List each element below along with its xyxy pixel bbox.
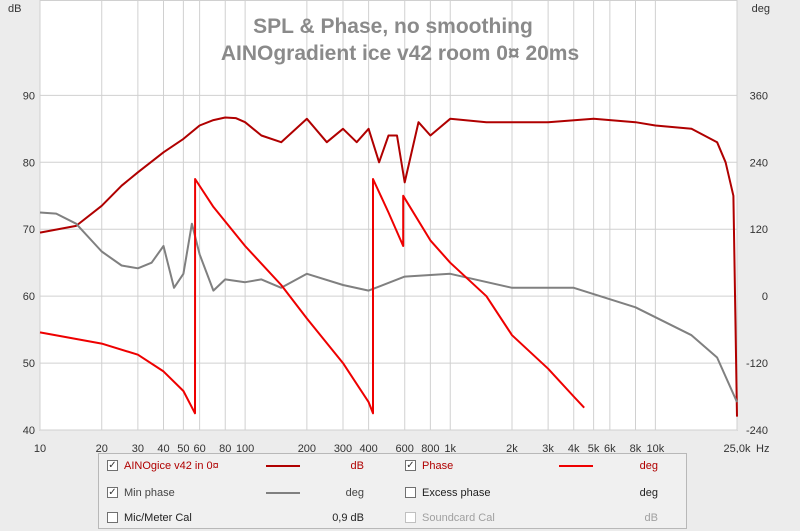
grid-lines bbox=[39, 0, 738, 431]
y2-tick-label: -120 bbox=[746, 358, 768, 370]
x-tick-label: 2k bbox=[506, 443, 518, 453]
x-tick-label: 4k bbox=[568, 443, 580, 453]
legend-item-mic-cal[interactable]: Mic/Meter Cal 0,9 dB bbox=[107, 509, 377, 527]
x-tick-label: 6k bbox=[604, 443, 616, 453]
min-phase-checkbox[interactable]: ✓ bbox=[107, 487, 118, 498]
x-tick-label: 20 bbox=[96, 443, 108, 453]
x-tick-label: 400 bbox=[359, 443, 377, 453]
x-tick-label: 100 bbox=[236, 443, 254, 453]
y2-tick-label: -240 bbox=[746, 425, 768, 437]
x-tick-label: 800 bbox=[421, 443, 439, 453]
x-tick-label: 300 bbox=[334, 443, 352, 453]
left-axis-unit: dB bbox=[8, 3, 21, 15]
right-axis-unit: deg bbox=[752, 3, 770, 15]
plot-area bbox=[39, 0, 738, 431]
mic-cal-checkbox[interactable] bbox=[107, 512, 118, 523]
x-tick-label: 600 bbox=[396, 443, 414, 453]
y2-tick-label: 240 bbox=[750, 157, 768, 169]
legend-item-soundcard-cal: Soundcard Cal dB bbox=[405, 509, 675, 527]
x-tick-label: 10k bbox=[646, 443, 664, 453]
legend-swatch-min-phase bbox=[266, 492, 300, 494]
y-tick-label: 70 bbox=[23, 224, 35, 236]
y2-tick-label: 120 bbox=[750, 224, 768, 236]
phase-checkbox[interactable]: ✓ bbox=[405, 460, 416, 471]
legend-swatch-spl bbox=[266, 465, 300, 467]
x-tick-label: 30 bbox=[132, 443, 144, 453]
x-tick-label: 200 bbox=[298, 443, 316, 453]
y2-tick-label: 360 bbox=[750, 90, 768, 102]
x-tick-label: 50 bbox=[177, 443, 189, 453]
legend-label-soundcard-cal: Soundcard Cal bbox=[422, 512, 495, 524]
x-tick-label: 10 bbox=[34, 443, 46, 453]
legend-unit-spl: dB bbox=[350, 460, 364, 472]
y-tick-label: 40 bbox=[23, 425, 35, 437]
legend-item-excess-phase[interactable]: Excess phase deg bbox=[405, 484, 675, 502]
series-line-ainogice-v42-in-0 bbox=[39, 116, 738, 417]
chart-subtitle: AINOgradient ice v42 room 0¤ 20ms bbox=[221, 42, 579, 65]
legend-unit-min-phase: deg bbox=[345, 487, 364, 499]
legend-label-min-phase: Min phase bbox=[124, 487, 175, 499]
legend-item-phase[interactable]: ✓ Phase deg bbox=[405, 457, 675, 475]
y-tick-label: 90 bbox=[23, 90, 35, 102]
spl-checkbox[interactable]: ✓ bbox=[107, 460, 118, 471]
x-tick-label: 8k bbox=[630, 443, 642, 453]
axis-labels: 10 20 30 40 50 60 80 100 200 300 400 600 800 1k 2k 3k 4k… bbox=[23, 90, 768, 453]
legend-unit-excess-phase: deg bbox=[639, 487, 658, 499]
x-tick-label: 60 bbox=[193, 443, 205, 453]
x-tick-label: 1k bbox=[444, 443, 456, 453]
series-layer bbox=[39, 116, 738, 417]
legend-unit-phase: deg bbox=[639, 460, 658, 472]
x-tick-label: 5k bbox=[588, 443, 600, 453]
excess-phase-checkbox[interactable] bbox=[405, 487, 416, 498]
legend-unit-soundcard-cal: dB bbox=[644, 512, 658, 524]
legend-label-excess-phase: Excess phase bbox=[422, 487, 491, 499]
legend-label-mic-cal: Mic/Meter Cal bbox=[124, 512, 192, 524]
legend-swatch-phase bbox=[559, 465, 593, 467]
legend-item-min-phase[interactable]: ✓ Min phase deg bbox=[107, 484, 377, 502]
y-tick-label: 60 bbox=[23, 291, 35, 303]
legend-label-spl: AINOgice v42 in 0¤ bbox=[124, 460, 219, 472]
legend-panel: ✓ AINOgice v42 in 0¤ dB ✓ Phase deg ✓ Mi… bbox=[98, 453, 687, 529]
chart-title: SPL & Phase, no smoothing bbox=[253, 15, 533, 38]
series-line-phase bbox=[39, 178, 585, 415]
spl-phase-chart: 10 20 30 40 50 60 80 100 200 300 400 600 800 1k 2k 3k 4k… bbox=[8, 0, 770, 453]
x-tick-label: 3k bbox=[542, 443, 554, 453]
x-axis-unit: Hz bbox=[756, 443, 769, 453]
legend-unit-mic-cal: 0,9 dB bbox=[332, 512, 364, 524]
series-line-min-phase bbox=[39, 211, 738, 403]
x-tick-label: 25,0k bbox=[724, 443, 751, 453]
soundcard-cal-checkbox bbox=[405, 512, 416, 523]
y-tick-label: 80 bbox=[23, 157, 35, 169]
legend-item-spl[interactable]: ✓ AINOgice v42 in 0¤ dB bbox=[107, 457, 377, 475]
y-tick-label: 50 bbox=[23, 358, 35, 370]
legend-label-phase: Phase bbox=[422, 460, 454, 472]
x-tick-label: 80 bbox=[219, 443, 231, 453]
x-tick-label: 40 bbox=[157, 443, 169, 453]
y2-tick-label: 0 bbox=[762, 291, 768, 303]
